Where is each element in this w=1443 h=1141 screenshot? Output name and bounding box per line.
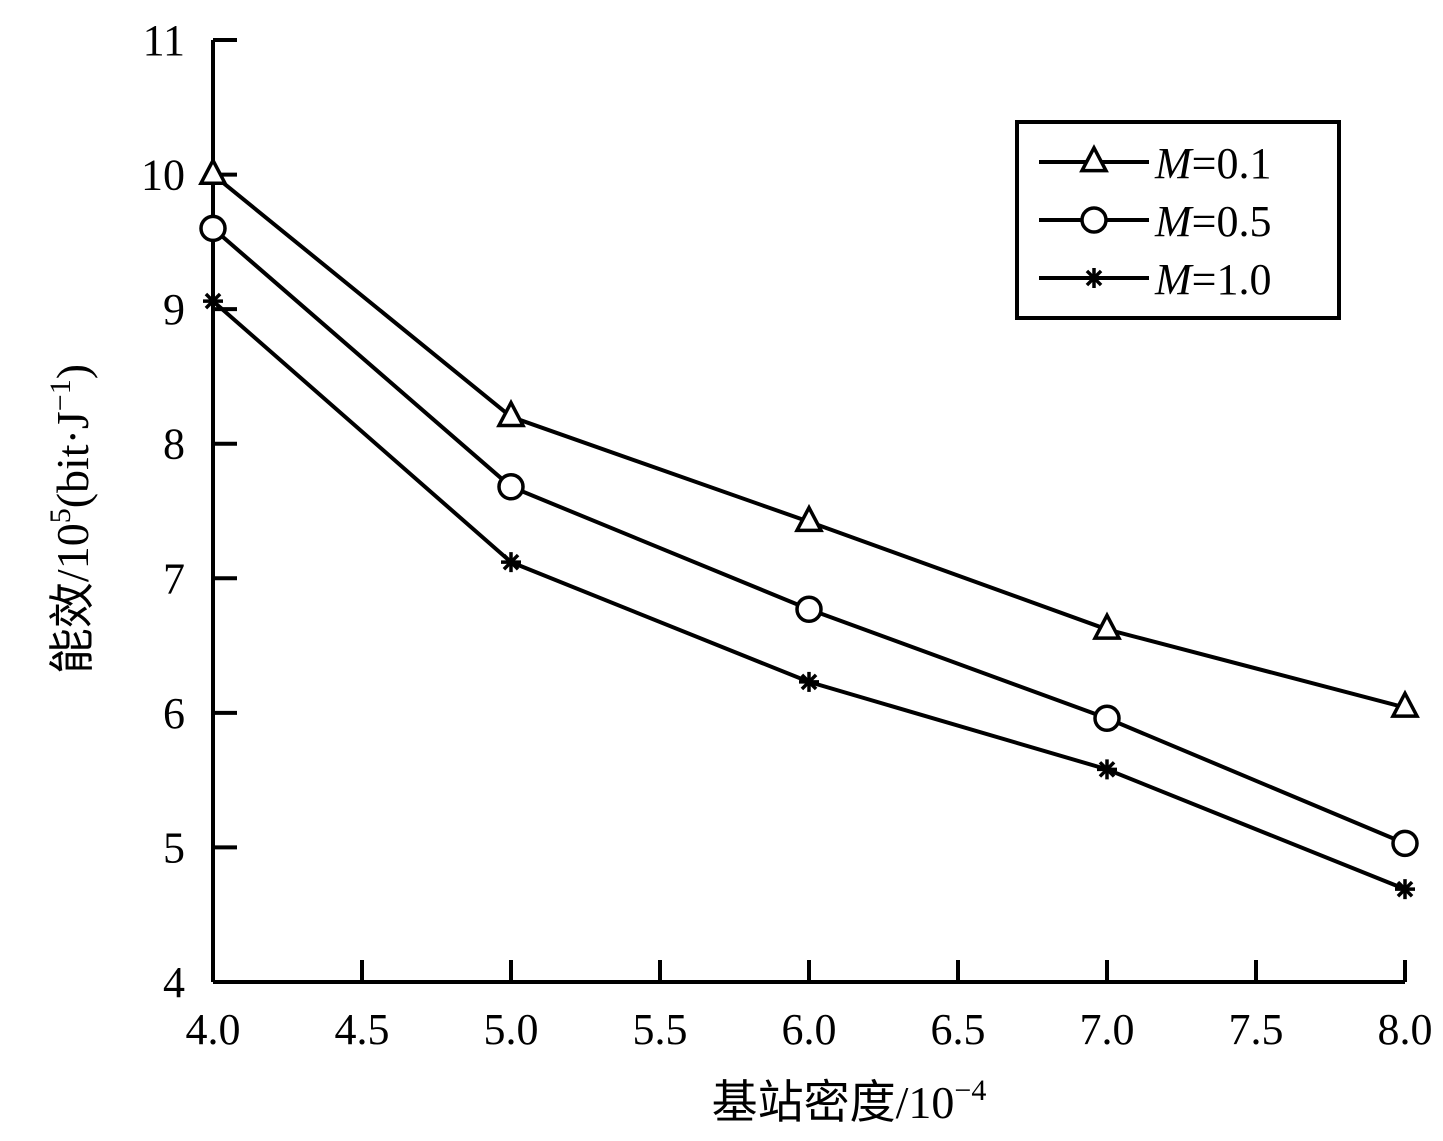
y-tick-label: 8 [163, 420, 185, 469]
circle-marker [199, 214, 227, 243]
legend-item: M=0.1 [1039, 139, 1271, 188]
x-axis-ticks: 4.0 4.5 5.0 5.5 6.0 6.5 7.0 7.5 8.0 [186, 960, 1433, 1054]
legend-label: M=1.0 [1154, 255, 1271, 304]
legend-label: M=0.1 [1154, 139, 1271, 188]
y-tick-label: 11 [143, 16, 185, 65]
x-tick-label: 8.0 [1378, 1005, 1433, 1054]
y-axis-title-unit: (bit·J [47, 411, 98, 508]
x-tick-label: 5.5 [633, 1005, 688, 1054]
asterisk-marker [203, 291, 223, 312]
asterisk-marker [1097, 759, 1117, 780]
triangle-marker [496, 398, 526, 428]
y-axis-title-exponent: 5 [44, 508, 77, 523]
x-tick-label: 5.0 [484, 1005, 539, 1054]
x-axis-title-exponent: −4 [954, 1074, 986, 1107]
asterisk-stroke [800, 673, 818, 691]
series-line [211, 299, 1406, 892]
x-tick-label: 6.0 [782, 1005, 837, 1054]
y-axis-title-unit-exponent: −1 [44, 379, 77, 411]
circle-marker [1391, 829, 1419, 858]
legend-item: M=0.5 [1039, 197, 1271, 246]
asterisk-marker [501, 552, 521, 573]
legend-label-variable: M [1154, 197, 1194, 246]
triangle-marker [1079, 144, 1109, 173]
asterisk-stroke [1396, 880, 1414, 898]
triangle-marker [198, 156, 228, 185]
y-axis-ticks: 4 5 6 7 8 9 10 11 [141, 16, 237, 1007]
asterisk-stroke [1098, 761, 1116, 778]
asterisk-marker [1084, 268, 1104, 288]
y-tick-label: 5 [163, 823, 185, 872]
series-triangle [198, 156, 1420, 718]
x-tick-label: 7.5 [1229, 1005, 1284, 1054]
triangle-marker [794, 503, 824, 533]
x-tick-label: 4.0 [186, 1005, 241, 1054]
series-layer [198, 156, 1420, 900]
x-tick-label: 7.0 [1080, 1005, 1135, 1054]
legend-item: M=1.0 [1039, 255, 1271, 304]
x-axis-title-text: 基站密度/10 [712, 1077, 955, 1128]
legend-box [1015, 120, 1341, 320]
circle-marker [497, 473, 525, 501]
x-tick-label: 4.5 [335, 1005, 390, 1054]
x-tick-label: 6.5 [931, 1005, 986, 1054]
legend-label-value: =0.5 [1192, 197, 1272, 246]
triangle-marker [1092, 611, 1122, 640]
asterisk-marker [1395, 879, 1415, 900]
legend-label-value: =1.0 [1192, 255, 1272, 304]
asterisk-marker [799, 671, 819, 692]
legend: M=0.1M=0.5M=1.0 [1015, 120, 1341, 320]
asterisk-stroke [204, 292, 222, 310]
legend-label-value: =0.1 [1192, 139, 1272, 188]
y-axis-title-unit-close: ) [47, 364, 98, 379]
asterisk-stroke [1085, 269, 1103, 287]
y-tick-label: 9 [163, 285, 185, 334]
y-tick-label: 10 [141, 151, 185, 200]
y-tick-label: 6 [163, 689, 185, 738]
x-axis-title: 基站密度/10−4 [712, 1074, 987, 1128]
triangle-marker [1390, 689, 1420, 718]
legend-label-variable: M [1154, 255, 1194, 304]
y-axis-title: 能效/105(bit·J−1) [44, 364, 98, 674]
series-asterisk [203, 291, 1415, 900]
series-circle [199, 214, 1419, 858]
circle-marker [1080, 206, 1108, 234]
y-tick-label: 4 [163, 958, 185, 1007]
circle-marker [1093, 704, 1121, 732]
y-tick-label: 7 [163, 554, 185, 603]
asterisk-stroke [502, 553, 520, 571]
y-axis-title-text: 能效/10 [47, 523, 98, 674]
legend-label: M=0.5 [1154, 197, 1271, 246]
circle-marker [795, 595, 823, 623]
legend-label-variable: M [1154, 139, 1194, 188]
